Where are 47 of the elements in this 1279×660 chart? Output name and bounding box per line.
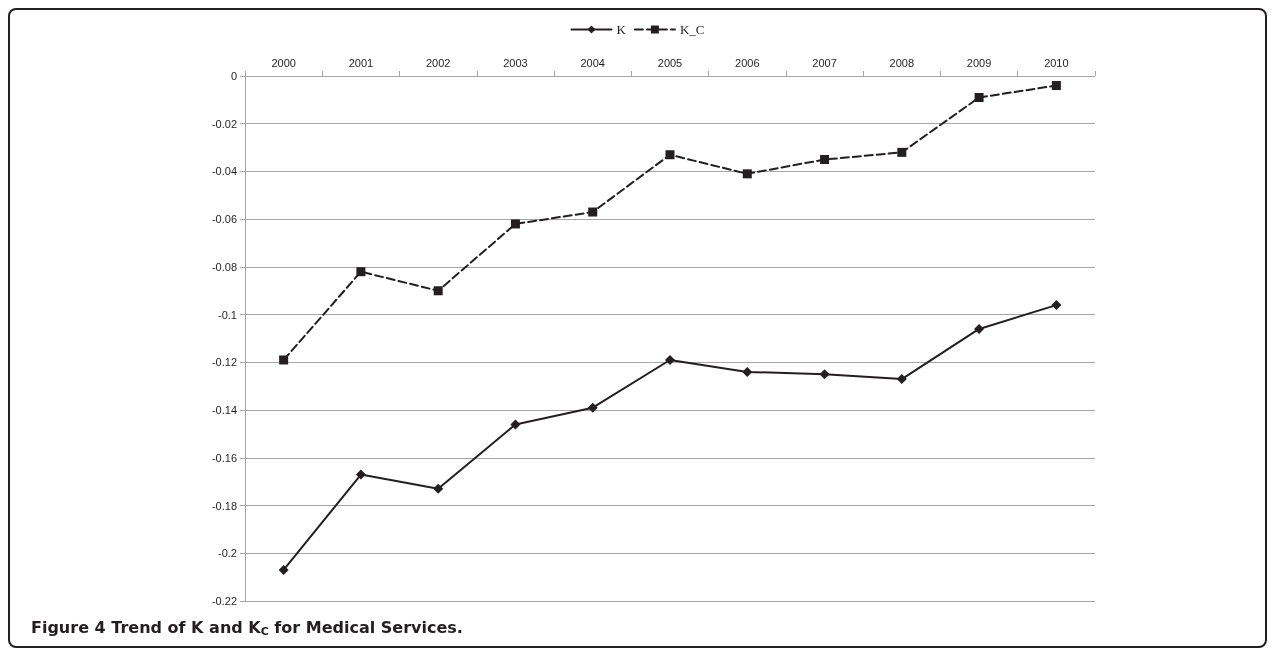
x-tick-label: 2010: [1044, 56, 1069, 69]
legend-label: K: [616, 22, 627, 37]
point: [974, 323, 985, 334]
point: [1051, 81, 1061, 91]
y-tick-label: -0.12: [211, 356, 237, 369]
point: [897, 147, 907, 157]
legend-label: K_C: [679, 22, 705, 37]
y-tick-label: 0: [230, 70, 237, 82]
point: [510, 419, 521, 430]
y-tick-label: -0.22: [211, 595, 237, 607]
y-tick-label: -0.16: [211, 451, 237, 464]
y-tick-label: -0.2: [218, 547, 237, 560]
x-tick-label: 2005: [657, 56, 683, 69]
x-tick-label: 2008: [889, 56, 915, 69]
x-tick-label: 2009: [966, 56, 992, 69]
y-tick-label: -0.1: [218, 308, 237, 321]
y-tick-label: -0.04: [211, 165, 237, 178]
point: [355, 469, 366, 480]
y-tick-label: -0.06: [211, 213, 237, 226]
x-tick-label: 2002: [425, 56, 451, 69]
point: [819, 369, 830, 380]
point: [278, 564, 289, 575]
point: [742, 366, 753, 377]
point: [742, 169, 752, 179]
point: [356, 267, 366, 277]
point: [820, 155, 830, 165]
y-tick-label: -0.14: [211, 404, 237, 417]
y-tick-label: -0.18: [211, 499, 237, 512]
point: [510, 219, 520, 229]
x-tick-label: 2000: [271, 56, 296, 69]
point: [588, 207, 598, 217]
point: [433, 483, 444, 494]
point: [433, 286, 443, 296]
point: [896, 374, 907, 385]
point: [587, 402, 598, 413]
point: [279, 355, 289, 365]
y-tick-label: -0.08: [211, 260, 237, 273]
x-tick-label: 2007: [812, 56, 837, 69]
x-tick-label: 2004: [580, 56, 605, 69]
x-tick-label: 2003: [503, 56, 528, 69]
point: [665, 354, 675, 365]
point: [1051, 300, 1062, 311]
point: [974, 92, 984, 102]
x-tick-label: 2006: [735, 56, 760, 69]
y-tick-label: -0.02: [211, 117, 237, 130]
x-tick-label: 2001: [348, 56, 374, 69]
point: [665, 150, 675, 160]
